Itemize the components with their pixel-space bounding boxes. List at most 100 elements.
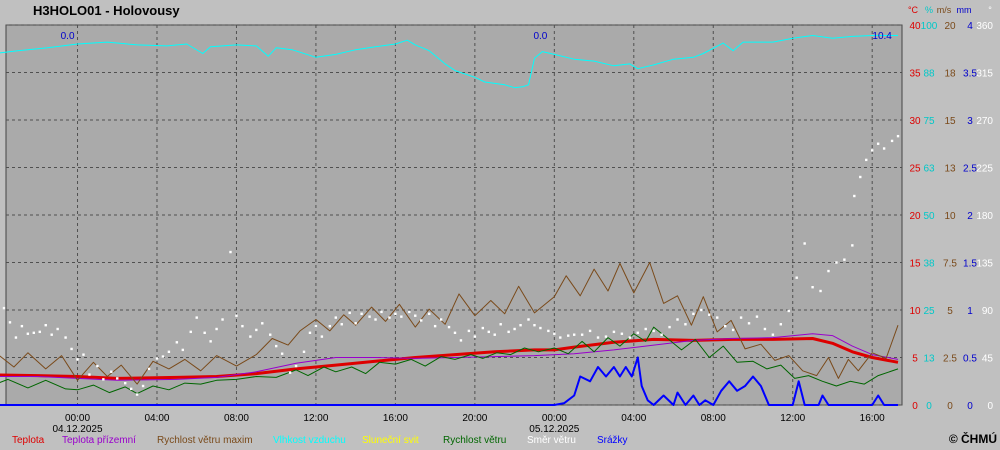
wind-direction-point — [692, 312, 695, 315]
y-tick-label: 2 — [967, 211, 973, 222]
y-tick-label: 18 — [944, 69, 956, 80]
series-rychlost-v-tru-maxim — [0, 262, 899, 385]
wind-direction-point — [755, 315, 759, 318]
wind-direction-point — [288, 371, 292, 374]
wind-direction-point — [507, 330, 510, 334]
wind-direction-point — [155, 357, 159, 360]
y-tick-label: 10 — [944, 211, 956, 222]
y-tick-label: 20 — [944, 21, 956, 32]
x-tick-label: 12:00 — [303, 413, 328, 424]
y-tick-label: 0 — [947, 401, 953, 412]
y-tick-label: 3.5 — [963, 69, 977, 80]
wind-direction-point — [533, 324, 536, 327]
wind-direction-point — [147, 367, 151, 371]
axis-unit-label: mm — [957, 5, 972, 15]
wind-direction-point — [636, 331, 639, 334]
wind-direction-point — [261, 322, 264, 325]
wind-direction-point — [44, 324, 47, 327]
wind-direction-point — [26, 332, 30, 335]
legend-item-teplota: Teplota — [12, 435, 45, 446]
grid-lines — [6, 24, 902, 406]
wind-direction-point — [320, 335, 324, 338]
y-tick-label: 180 — [976, 211, 993, 222]
y-tick-label: 0 — [967, 401, 973, 412]
wind-direction-point — [547, 329, 550, 333]
wind-direction-point — [274, 344, 278, 348]
y-tick-label: 13 — [944, 164, 956, 175]
y-tick-label: 100 — [921, 21, 938, 32]
y-tick-label: 360 — [976, 21, 993, 32]
y-tick-label: 20 — [909, 211, 921, 222]
y-tick-label: 0 — [912, 401, 918, 412]
wind-direction-point — [88, 373, 91, 376]
wind-direction-point — [102, 378, 105, 381]
wind-direction-point — [803, 242, 806, 245]
y-tick-label: 5 — [912, 354, 918, 365]
wind-direction-point — [708, 313, 711, 316]
wind-direction-point — [308, 331, 312, 334]
wind-direction-point — [380, 310, 383, 314]
wind-direction-point — [360, 312, 363, 315]
humidity-annotation: 0.0 — [61, 31, 75, 42]
x-tick-label: 08:00 — [224, 413, 249, 424]
wind-direction-point — [340, 323, 343, 326]
legend-item-rychlost-v-tru-maxim: Rychlost větru maxim — [157, 435, 253, 446]
humidity-annotation: 10.4 — [872, 31, 892, 42]
copyright: © ČHMÚ — [948, 432, 997, 446]
axis-unit-label: m/s — [937, 5, 952, 15]
wind-direction-point — [354, 322, 357, 325]
series-vlhkost-vzduchu — [0, 35, 898, 89]
x-tick-label: 00:00 — [65, 413, 90, 424]
wind-direction-point — [414, 314, 417, 317]
wind-direction-point — [110, 370, 113, 373]
date-label: 04.12.2025 — [52, 424, 102, 432]
wind-direction-point — [70, 347, 73, 351]
wind-direction-point — [20, 324, 24, 328]
axis-unit-label: ° — [988, 5, 992, 15]
wind-direction-point — [795, 276, 798, 279]
wind-direction-point — [835, 261, 838, 264]
legend-item-rychlost-v-tru: Rychlost větru — [443, 435, 507, 446]
y-axes: 051015202530354001325385063758810002.557… — [908, 5, 993, 412]
y-tick-label: 4 — [967, 21, 973, 32]
wind-direction-point — [567, 334, 570, 337]
y-tick-label: 0.5 — [963, 354, 977, 365]
wind-direction-point — [400, 315, 403, 318]
wind-direction-point — [882, 147, 886, 150]
annotations: 0.0 0.0 10.4 — [61, 31, 893, 42]
wind-direction-point — [763, 327, 767, 331]
y-tick-label: 2.5 — [963, 164, 977, 175]
wind-direction-point — [723, 324, 727, 328]
wind-direction-point — [38, 330, 41, 334]
wind-direction-point — [827, 269, 830, 273]
wind-direction-point — [314, 324, 318, 328]
wind-direction-point — [539, 326, 542, 330]
wind-direction-point — [859, 175, 862, 179]
wind-direction-point — [8, 321, 12, 324]
wind-direction-point — [652, 329, 655, 333]
y-tick-label: 25 — [923, 306, 935, 317]
wind-direction-point — [716, 316, 719, 319]
wind-direction-point — [596, 336, 600, 339]
legend-item-vlhkost-vzduchu: Vlhkost vzduchu — [273, 435, 346, 446]
x-tick-label: 04:00 — [144, 413, 169, 424]
wind-direction-point — [161, 355, 165, 358]
wind-direction-point — [64, 336, 67, 339]
y-tick-label: 45 — [982, 354, 994, 365]
y-tick-label: 2.5 — [943, 354, 957, 365]
wind-direction-point — [32, 331, 36, 334]
wind-direction-point — [493, 333, 496, 336]
data-series — [0, 35, 899, 406]
y-tick-label: 1 — [967, 306, 973, 317]
wind-direction-point — [668, 325, 671, 329]
wind-direction-point — [388, 316, 391, 319]
wind-direction-point — [731, 328, 735, 332]
wind-direction-point — [747, 322, 751, 325]
wind-direction-point — [420, 319, 423, 322]
y-tick-label: 0 — [926, 401, 932, 412]
x-axis: 00:00 04:00 08:00 12:00 16:00 20:00 00:00 04:00… — [52, 413, 885, 432]
wind-direction-points — [2, 134, 900, 396]
station-title: H3HOLO01 - Holovousy — [33, 3, 180, 18]
wind-direction-point — [787, 309, 790, 313]
wind-direction-point — [221, 318, 224, 321]
